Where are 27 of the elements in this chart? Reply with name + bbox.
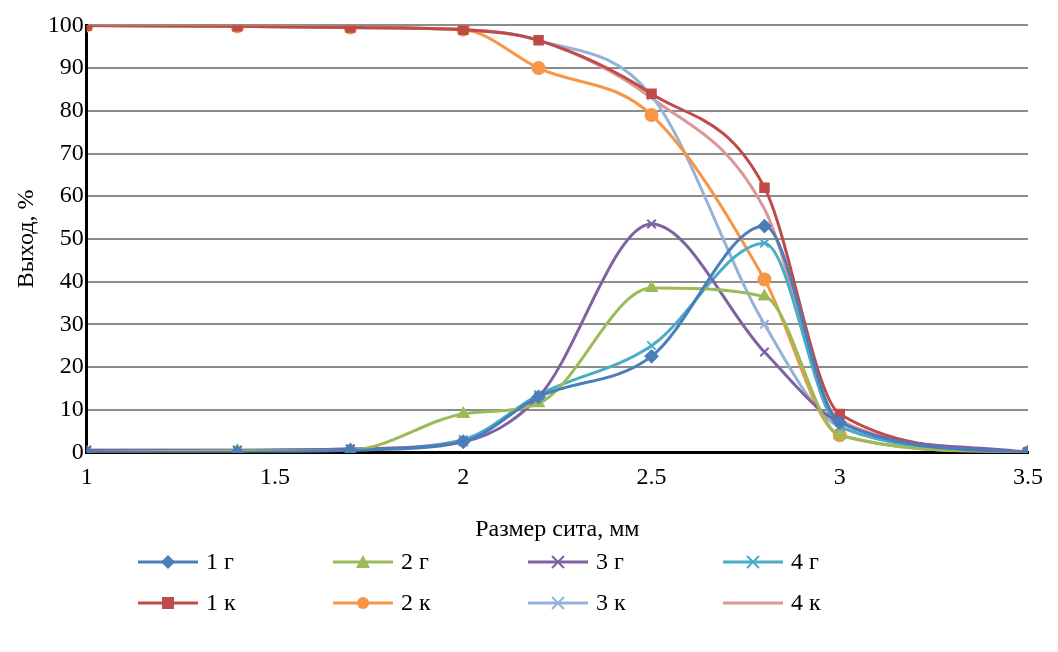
x-tick-label: 2.5 <box>636 463 667 490</box>
x-tick-label: 3 <box>833 463 846 490</box>
legend-label: 4 к <box>791 589 821 616</box>
x-tick-label: 2 <box>457 463 470 490</box>
legend-label: 3 к <box>596 589 626 616</box>
legend-label: 2 к <box>401 589 431 616</box>
y-tick-label: 10 <box>59 395 84 421</box>
y-tick-label: 60 <box>59 181 84 208</box>
y-tick-label: 20 <box>59 352 84 379</box>
y-tick-label: 0 <box>71 437 84 464</box>
y-tick-label: 30 <box>59 309 84 336</box>
x-tick-label: 1.5 <box>260 463 291 490</box>
y-tick-label: 80 <box>59 96 84 123</box>
legend-label: 1 к <box>206 589 236 616</box>
y-tick-label: 50 <box>59 224 84 251</box>
legend-label: 3 г <box>596 548 624 575</box>
x-tick-label: 1 <box>80 463 93 490</box>
x-tick-label: 3.5 <box>1013 463 1043 490</box>
y-tick-label: 90 <box>59 53 84 80</box>
y-tick-label: 100 <box>47 10 84 37</box>
legend-label: 2 г <box>401 548 429 575</box>
legend-label: 4 г <box>791 548 819 575</box>
x-axis-title: Размер сита, мм <box>475 514 640 541</box>
y-tick-label: 70 <box>59 138 84 165</box>
y-axis-title: Выход, % <box>11 189 38 289</box>
y-tick-label: 40 <box>59 266 84 293</box>
legend-label: 1 г <box>206 548 234 575</box>
